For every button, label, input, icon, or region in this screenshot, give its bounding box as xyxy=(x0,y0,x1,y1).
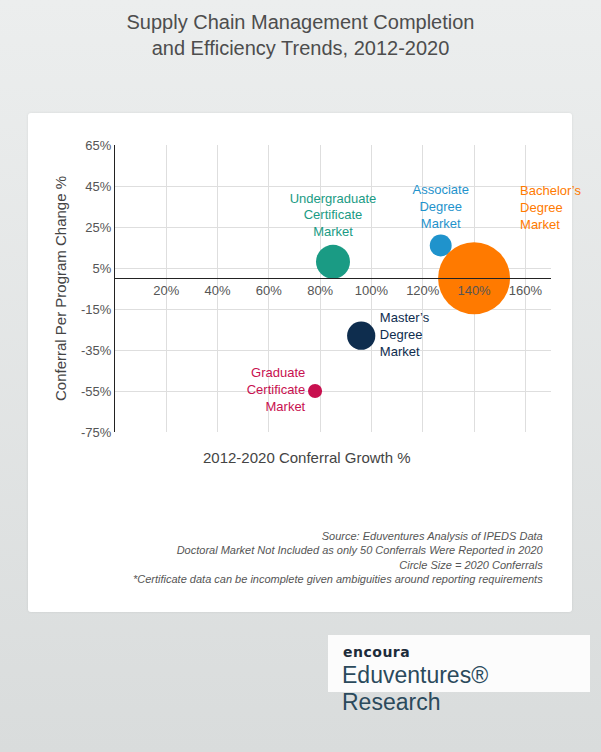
svg-text:-55%: -55% xyxy=(81,384,112,399)
svg-text:Conferral Per Program Change %: Conferral Per Program Change % xyxy=(52,176,69,401)
svg-text:-75%: -75% xyxy=(81,425,112,440)
svg-text:Source: Eduventures Analysis o: Source: Eduventures Analysis of IPEDS Da… xyxy=(133,530,544,585)
svg-text:60%: 60% xyxy=(256,283,282,298)
svg-text:Supply Chain Management Comple: Supply Chain Management Completionand Ef… xyxy=(127,11,475,59)
svg-text:5%: 5% xyxy=(93,261,112,276)
svg-text:Master’sDegreeMarket: Master’sDegreeMarket xyxy=(380,310,430,359)
svg-text:AssociateDegreeMarket: AssociateDegreeMarket xyxy=(413,182,469,231)
svg-text:100%: 100% xyxy=(355,283,389,298)
svg-text:120%: 120% xyxy=(406,283,440,298)
svg-text:80%: 80% xyxy=(307,283,333,298)
svg-text:GraduateCertificateMarket: GraduateCertificateMarket xyxy=(247,365,306,414)
svg-text:20%: 20% xyxy=(153,283,179,298)
svg-text:65%: 65% xyxy=(85,138,111,153)
svg-text:2012-2020 Conferral Growth %: 2012-2020 Conferral Growth % xyxy=(203,449,411,466)
svg-text:-15%: -15% xyxy=(81,302,112,317)
svg-text:UndergraduateCertificateMarket: UndergraduateCertificateMarket xyxy=(290,191,377,240)
svg-text:45%: 45% xyxy=(85,179,111,194)
svg-text:25%: 25% xyxy=(85,220,111,235)
svg-text:-35%: -35% xyxy=(81,343,112,358)
svg-text:140%: 140% xyxy=(457,283,491,298)
svg-text:160%: 160% xyxy=(509,283,543,298)
svg-text:Bachelor’sDegreeMarket: Bachelor’sDegreeMarket xyxy=(520,183,581,232)
svg-text:40%: 40% xyxy=(205,283,231,298)
